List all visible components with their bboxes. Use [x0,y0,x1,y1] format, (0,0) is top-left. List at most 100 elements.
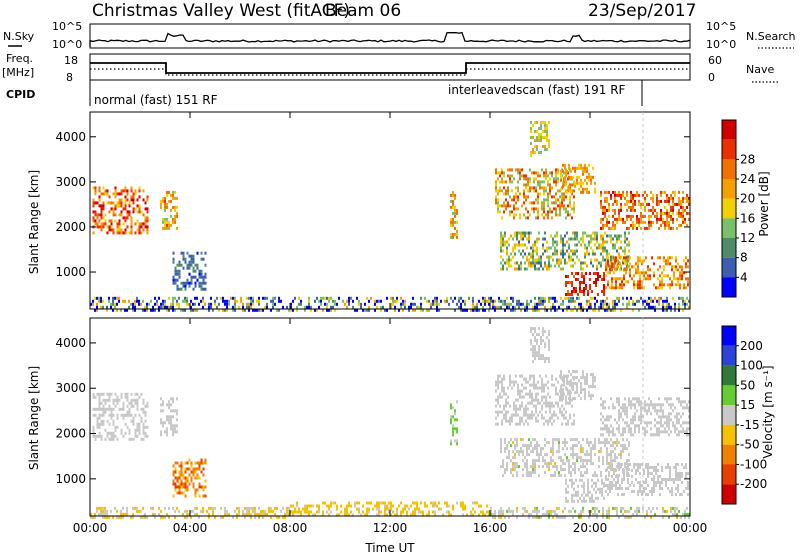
data-cell [456,427,458,431]
data-cell [620,308,622,312]
data-cell [580,509,582,513]
data-cell [682,214,684,218]
data-cell [541,377,543,381]
data-cell [537,216,539,220]
data-cell [448,504,450,508]
data-cell [670,217,672,221]
data-cell [560,169,562,173]
data-cell [578,441,580,445]
data-cell [134,398,137,402]
data-cell [519,419,521,423]
data-cell [560,187,562,191]
data-cell [606,441,608,445]
data-cell [652,406,654,410]
data-cell [503,171,505,175]
data-cell [348,302,350,306]
data-cell [96,506,98,510]
data-cell [653,469,655,472]
data-cell [632,403,634,407]
data-cell [208,302,210,306]
data-cell [589,490,591,494]
data-cell [507,386,509,390]
data-cell [180,473,183,477]
data-cell [268,506,270,510]
data-cell [284,515,286,519]
data-cell [565,171,567,175]
data-cell [530,474,532,478]
data-cell [593,499,595,503]
data-cell [260,512,262,516]
data-cell [516,267,518,271]
data-cell [216,296,218,300]
data-cell [570,296,572,300]
data-cell [140,302,142,306]
data-cell [639,256,641,260]
data-cell [596,231,598,235]
data-cell [618,424,620,428]
data-cell [140,407,143,411]
data-cell [402,299,404,303]
data-cell [679,493,681,496]
data-cell [330,308,332,312]
data-cell [412,296,414,300]
data-cell [643,259,645,263]
data-cell [504,471,506,475]
data-cell [635,271,637,275]
data-cell [536,447,538,451]
data-cell [192,473,195,477]
data-cell [604,427,606,431]
data-cell [618,211,620,215]
data-cell [661,286,663,290]
data-cell [534,151,536,154]
data-cell [670,403,672,407]
data-cell [412,308,414,312]
data-cell [502,302,504,306]
data-cell [106,512,108,516]
data-cell [676,412,678,416]
data-cell [94,222,97,226]
data-cell [626,202,628,206]
data-cell [236,515,238,519]
data-cell [136,398,139,402]
data-cell [152,305,154,309]
data-cell [531,392,533,396]
data-cell [434,302,436,306]
data-cell [102,422,105,426]
data-cell [604,205,606,209]
data-cell [608,406,610,410]
data-cell [128,299,130,303]
data-cell [494,515,496,519]
data-cell [666,421,668,425]
data-cell [680,211,682,215]
data-cell [344,513,346,517]
data-cell [505,398,507,402]
data-cell [644,196,646,200]
data-cell [541,201,543,205]
data-cell [126,192,129,196]
data-cell [272,509,274,513]
data-cell [562,255,564,259]
data-cell [464,507,466,511]
data-cell [632,214,634,218]
data-cell [542,456,544,460]
data-cell [624,249,626,253]
data-cell [102,512,104,516]
data-cell [578,379,580,383]
data-cell [204,458,207,462]
data-cell [573,487,575,491]
data-cell [518,450,520,454]
data-cell [320,302,322,306]
data-cell [582,474,584,478]
data-cell [651,487,653,490]
data-cell [537,198,539,202]
data-cell [517,195,519,199]
data-cell [354,308,356,312]
data-cell [132,302,134,306]
data-cell [668,424,670,428]
data-cell [656,403,658,407]
data-cell [507,395,509,399]
data-cell [503,407,505,411]
data-cell [515,192,517,196]
data-cell [456,235,458,239]
data-cell [685,472,687,475]
